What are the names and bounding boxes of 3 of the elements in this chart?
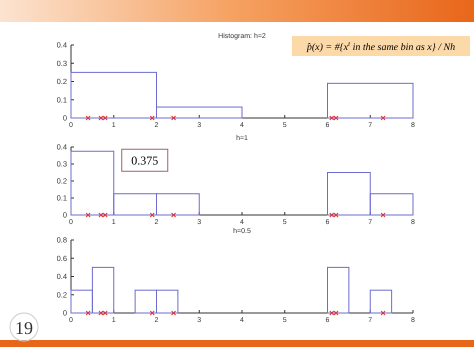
annotation: 0.375 <box>131 153 158 168</box>
annotation: p̂(x) = #{x$^{t}$ in the same bin as x} / Nh <box>306 40 456 53</box>
text: 19 <box>15 318 33 338</box>
